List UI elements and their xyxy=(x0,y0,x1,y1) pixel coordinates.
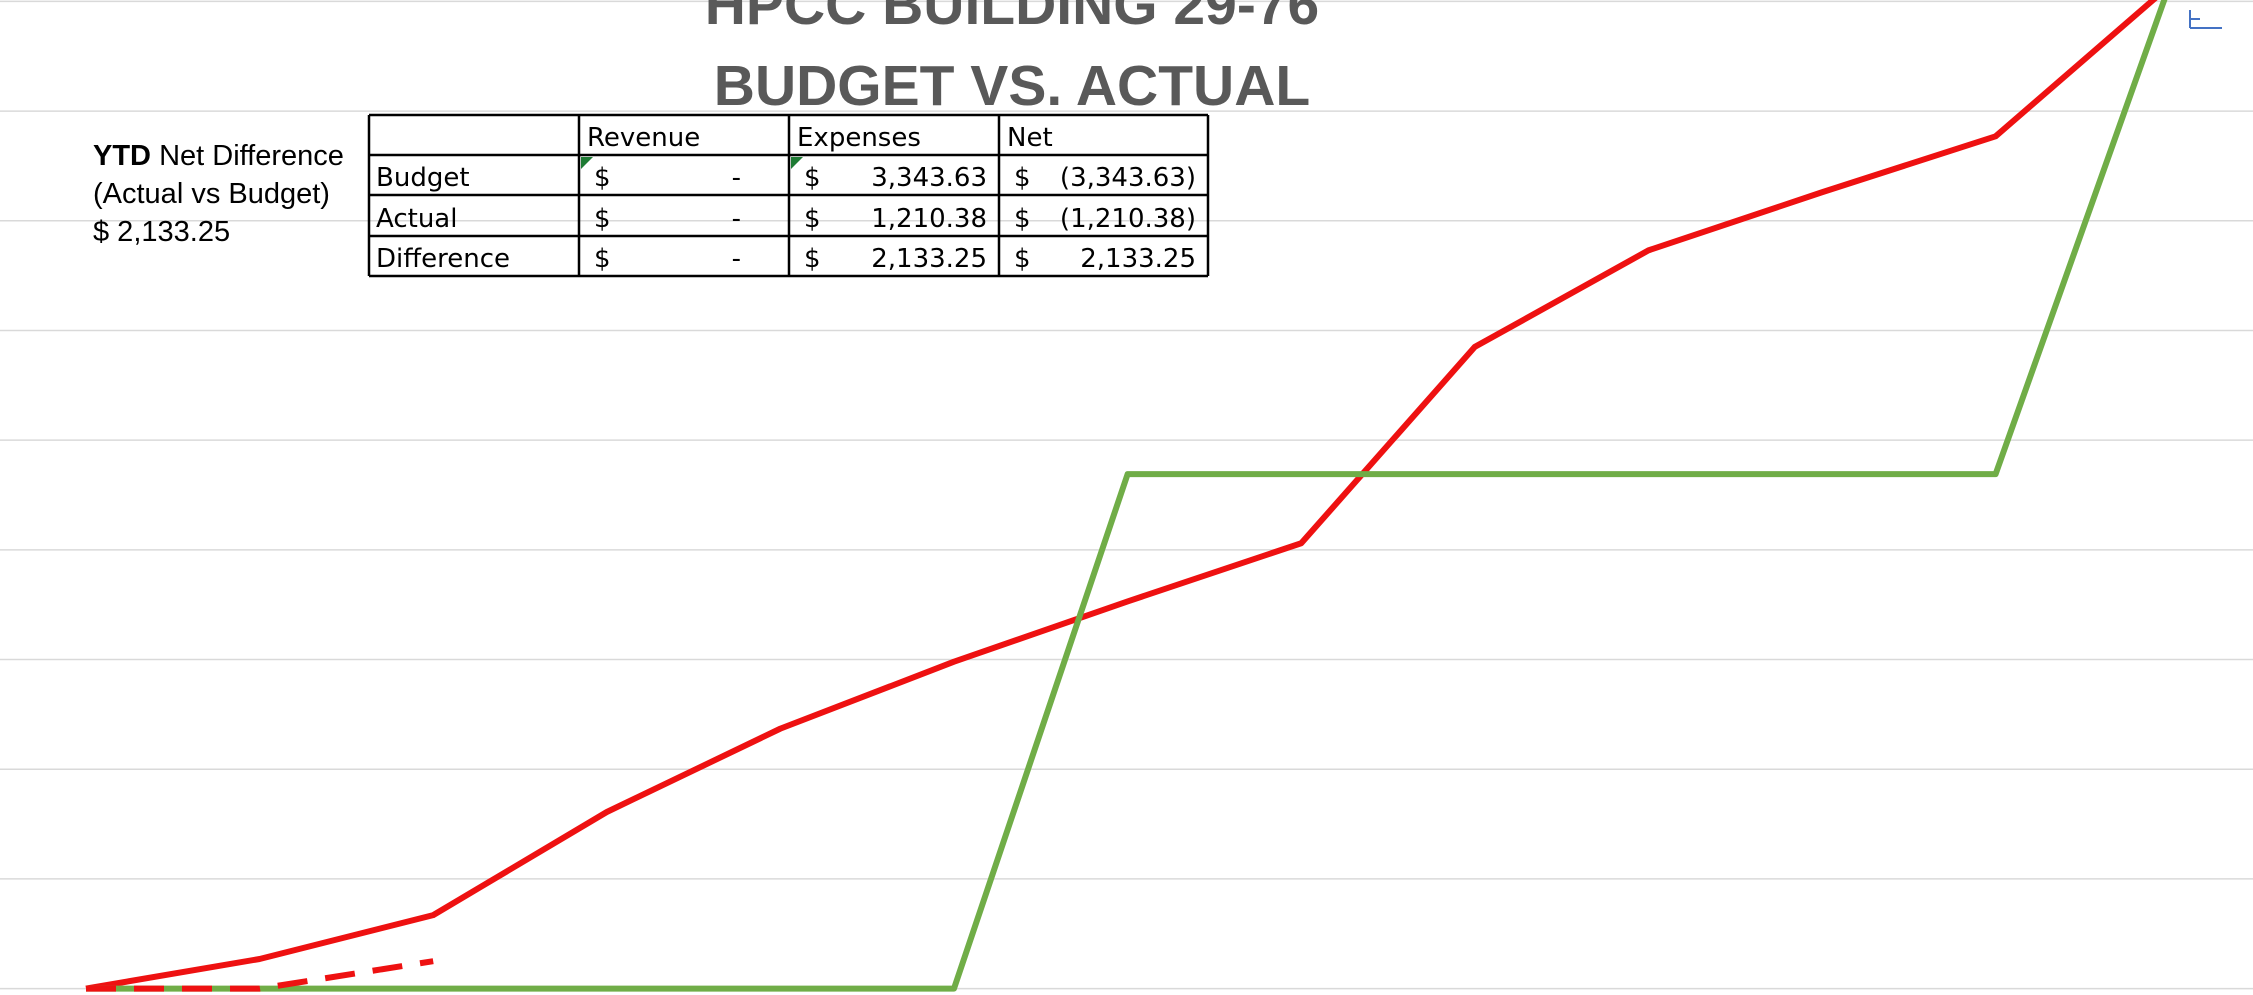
amount: 1,210.38 xyxy=(871,204,987,234)
currency-symbol: $ xyxy=(804,163,821,193)
currency-symbol: $ xyxy=(804,244,821,274)
currency-symbol: $ xyxy=(804,204,821,234)
cell-flag xyxy=(581,157,593,169)
note-line: (Actual vs Budget) xyxy=(93,178,330,210)
amount: - xyxy=(732,244,741,274)
header-cell: Net xyxy=(1007,123,1053,153)
title-line: HPCC BUILDING 29-76 xyxy=(705,0,1319,37)
amount: 3,343.63 xyxy=(871,163,987,193)
header-cell: Revenue xyxy=(587,123,700,153)
row-label: Budget xyxy=(376,163,470,193)
series-line xyxy=(85,0,2158,992)
amount: 2,133.25 xyxy=(1080,244,1196,274)
currency-symbol: $ xyxy=(1014,163,1031,193)
title-line: BUDGET VS. ACTUAL xyxy=(714,54,1310,118)
currency-symbol: $ xyxy=(594,244,611,274)
note-line: $ 2,133.25 xyxy=(93,216,230,248)
currency-symbol: $ xyxy=(594,204,611,234)
cell-flag xyxy=(791,157,803,169)
series-line xyxy=(86,958,434,992)
amount: - xyxy=(732,163,741,193)
currency-symbol: $ xyxy=(1014,244,1031,274)
currency-symbol: $ xyxy=(594,163,611,193)
amount: - xyxy=(732,204,741,234)
header-cell: Expenses xyxy=(797,123,921,153)
row-label: Difference xyxy=(376,244,510,274)
note-line: YTD Net Difference xyxy=(93,140,344,172)
amount: 2,133.25 xyxy=(871,244,987,274)
currency-symbol: $ xyxy=(1014,204,1031,234)
note-text: Net Difference xyxy=(159,140,344,172)
table: Revenue Expenses Net Budget $ - $3,343.63 $ (3,3… xyxy=(367,113,1210,278)
row-label: Actual xyxy=(376,204,457,234)
series-line xyxy=(86,0,2168,992)
icon xyxy=(2189,10,2222,29)
lines xyxy=(85,0,2168,992)
amount: (3,343.63) xyxy=(1060,163,1196,193)
note-bold: YTD xyxy=(93,140,151,172)
amount: (1,210.38) xyxy=(1060,204,1196,234)
